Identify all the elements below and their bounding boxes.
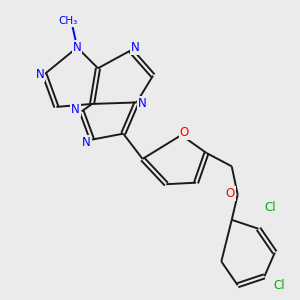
Text: N: N (36, 68, 44, 81)
Text: N: N (73, 41, 82, 54)
Text: Cl: Cl (265, 202, 276, 214)
Text: O: O (226, 187, 235, 200)
Text: N: N (138, 98, 147, 110)
Text: Cl: Cl (274, 279, 285, 292)
Text: O: O (180, 126, 189, 139)
Text: N: N (71, 103, 80, 116)
Text: CH₃: CH₃ (58, 16, 78, 26)
Text: N: N (131, 41, 140, 54)
Text: N: N (82, 136, 91, 149)
